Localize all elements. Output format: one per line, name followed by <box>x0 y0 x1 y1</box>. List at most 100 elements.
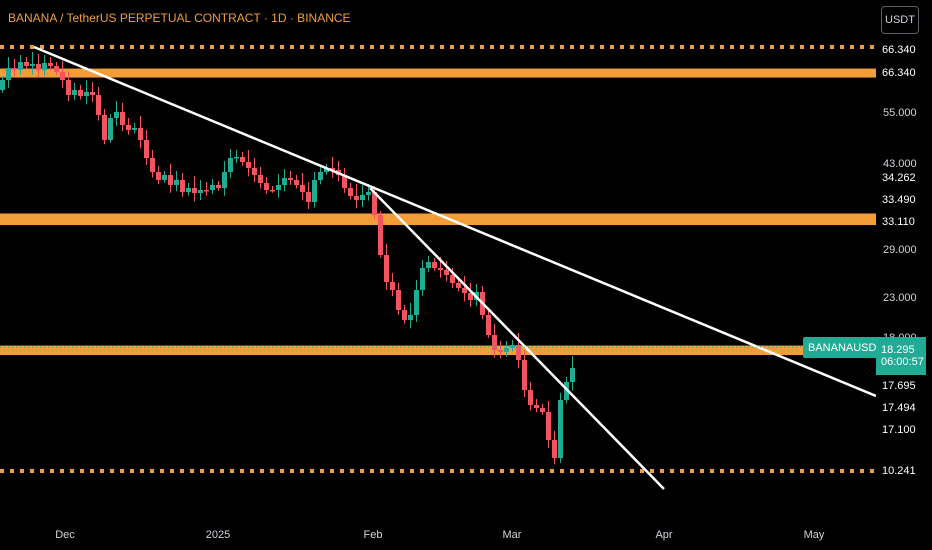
candle-body <box>330 168 335 170</box>
candle-body <box>300 185 305 192</box>
candle-body <box>156 172 161 180</box>
candle-body <box>450 275 455 283</box>
candle-body <box>30 64 35 66</box>
candle-body <box>24 62 29 66</box>
candle-body <box>198 190 203 193</box>
candle-body <box>516 345 521 360</box>
candle-body <box>252 168 257 175</box>
price-tick-label: 23.000 <box>883 292 917 304</box>
candle-body <box>42 63 47 70</box>
candle-body <box>366 192 371 195</box>
candle-body <box>564 382 569 400</box>
candle-body <box>276 185 281 190</box>
candle-body <box>102 115 107 140</box>
candle-body <box>348 188 353 196</box>
candle-body <box>282 178 287 185</box>
candle-body <box>456 283 461 288</box>
candle-body <box>390 282 395 290</box>
candle-body <box>528 390 533 405</box>
candle-body <box>498 350 503 352</box>
candle-body <box>294 180 299 185</box>
candle-body <box>138 128 143 140</box>
time-tick-label: Mar <box>502 529 522 541</box>
price-tick-label: 43.000 <box>883 158 917 170</box>
candle-body <box>258 175 263 183</box>
candle-body <box>180 180 185 192</box>
level-price-label: 34.262 <box>876 169 923 187</box>
candle-body <box>438 268 443 270</box>
symbol-label: BANANAUSDT.P <box>803 337 898 358</box>
candle-body <box>78 90 83 96</box>
level-price-label: 33.110 <box>876 213 923 231</box>
candle-body <box>246 162 251 168</box>
candle-body <box>168 175 173 185</box>
candle-body <box>444 270 449 275</box>
candle-body <box>378 215 383 255</box>
candle-body <box>360 195 365 200</box>
candle-body <box>108 118 113 140</box>
level-price-label: 17.100 <box>876 421 923 439</box>
trendline-long <box>33 45 876 398</box>
level-price-label: 17.695 <box>876 377 923 395</box>
candle-body <box>546 412 551 440</box>
candle-body <box>162 175 167 180</box>
candle-body <box>522 360 527 390</box>
last-price: 18.295 <box>881 344 915 356</box>
candle-body <box>66 80 71 95</box>
candle-body <box>222 172 227 188</box>
candle-body <box>6 68 11 80</box>
candle-body <box>432 262 437 268</box>
time-axis[interactable]: Dec 2025 Feb Mar Apr May <box>0 522 876 550</box>
candle-body <box>318 172 323 180</box>
candle-body <box>192 188 197 193</box>
level-price-label: 33.490 <box>876 191 923 209</box>
candle-body <box>174 180 179 185</box>
zone-level-2 <box>0 213 876 226</box>
candle-body <box>306 192 311 202</box>
price-tick-label: 29.000 <box>883 244 917 256</box>
zone-level-1 <box>0 68 876 78</box>
candle-body <box>402 310 407 320</box>
candle-body <box>120 112 125 125</box>
time-tick-label: May <box>803 529 825 541</box>
trendline-short <box>369 187 665 490</box>
candle-body <box>186 188 191 192</box>
candle-body <box>462 288 467 293</box>
currency-unit-button[interactable]: USDT <box>881 6 919 34</box>
candle-body <box>18 62 23 70</box>
candle-body <box>420 268 425 290</box>
last-price-tag: 18.295 06:00:57 <box>876 337 926 375</box>
candle-body <box>372 192 377 215</box>
candle-body <box>492 335 497 350</box>
candle-body <box>486 315 491 335</box>
bar-countdown: 06:00:57 <box>881 356 924 368</box>
candle-body <box>264 183 269 190</box>
candle-body <box>552 440 557 458</box>
candle-body <box>126 125 131 130</box>
candle-body <box>96 95 101 115</box>
candle-body <box>210 185 215 190</box>
candle-body <box>270 190 275 192</box>
zone-level-3 <box>0 345 876 356</box>
candle-body <box>234 157 239 159</box>
candle-body <box>114 112 119 118</box>
candle-body <box>558 400 563 458</box>
time-tick-label: Feb <box>363 529 383 541</box>
price-chart-canvas[interactable] <box>0 0 876 522</box>
candle-body <box>540 408 545 412</box>
candle-body <box>240 157 245 162</box>
candle-body <box>216 185 221 188</box>
candle-body <box>90 92 95 95</box>
candle-body <box>570 368 575 382</box>
candle-body <box>384 255 389 282</box>
level-price-label: 10.241 <box>876 462 923 480</box>
candle-body <box>48 63 53 66</box>
candle-body <box>342 175 347 188</box>
level-price-label: 66.340 <box>876 64 923 82</box>
time-tick-label: 2025 <box>205 529 231 541</box>
candle-body <box>354 196 359 200</box>
candle-body <box>312 180 317 202</box>
candle-body <box>0 80 5 90</box>
candle-body <box>60 72 65 80</box>
